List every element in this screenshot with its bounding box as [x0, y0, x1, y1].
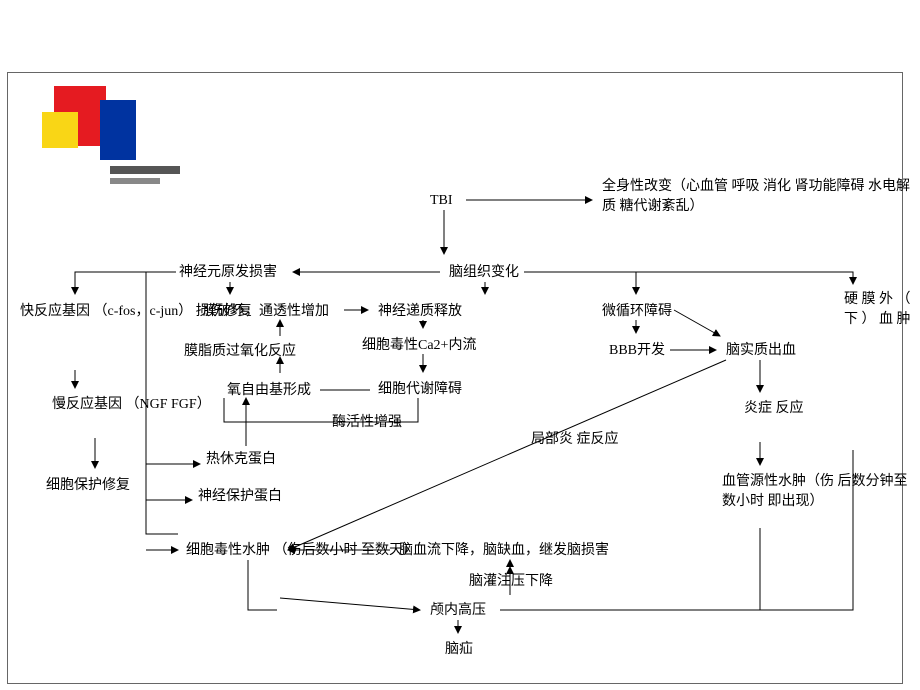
- logo-block: [110, 166, 180, 174]
- node-cell_protect: 细胞保护修复: [46, 476, 130, 496]
- node-bbb: BBB开发: [609, 341, 665, 361]
- edge: [524, 272, 636, 294]
- node-ca2_influx: 细胞毒性Ca2+内流: [362, 336, 476, 356]
- node-brain_tissue: 脑组织变化: [449, 263, 519, 283]
- logo-block: [100, 100, 136, 160]
- slide-frame: [7, 72, 903, 684]
- node-tbi: TBI: [430, 191, 453, 211]
- node-hematoma: 硬 膜 外 （ 下 ） 血 肿: [844, 290, 920, 329]
- edge: [248, 560, 277, 610]
- node-hsp: 热休克蛋白: [206, 450, 276, 470]
- node-neuro_protect: 神经保护蛋白: [198, 487, 282, 507]
- node-cell_metab: 细胞代谢障碍: [378, 380, 462, 400]
- node-nt_release: 神经递质释放: [378, 302, 462, 322]
- node-microcirc: 微循环障碍: [602, 302, 672, 322]
- node-neuron_primary: 神经元原发损害: [179, 263, 277, 283]
- edge: [288, 360, 726, 550]
- logo-block: [42, 112, 78, 148]
- node-inflam: 炎症 反应: [744, 399, 804, 419]
- edge: [524, 272, 853, 284]
- node-cpp_down: 脑灌注压下降: [469, 572, 553, 592]
- node-membrane_break: 膜破坏，通透性增加: [203, 302, 329, 322]
- node-hernia: 脑疝: [445, 640, 473, 660]
- edge: [75, 272, 176, 294]
- node-enzyme_up: 酶活性增强: [332, 413, 402, 433]
- node-vaso_edema: 血管源性水肿（伤 后数分钟至数小时 即出现）: [722, 472, 920, 511]
- node-systemic: 全身性改变（心血管 呼吸 消化 肾功能障碍 水电解质 糖代谢紊乱）: [602, 177, 920, 216]
- node-lipid_perox: 膜脂质过氧化反应: [184, 342, 296, 362]
- node-cbf_down: 脑血流下降，脑缺血，继发脑损害: [399, 541, 609, 561]
- node-cyto_edema: 细胞毒性水肿 （伤后数小时 至数天）: [186, 541, 417, 561]
- edge: [674, 310, 720, 336]
- node-local_inflam: 局部炎 症反应: [531, 430, 619, 450]
- node-oxygen_radical: 氧自由基形成: [227, 381, 311, 401]
- node-slow_gene: 慢反应基因 （NGF FGF）: [52, 395, 211, 415]
- node-parenchymal: 脑实质出血: [726, 341, 796, 361]
- logo-block: [110, 178, 160, 184]
- edge: [280, 598, 420, 610]
- node-icp_high: 颅内高压: [430, 601, 486, 621]
